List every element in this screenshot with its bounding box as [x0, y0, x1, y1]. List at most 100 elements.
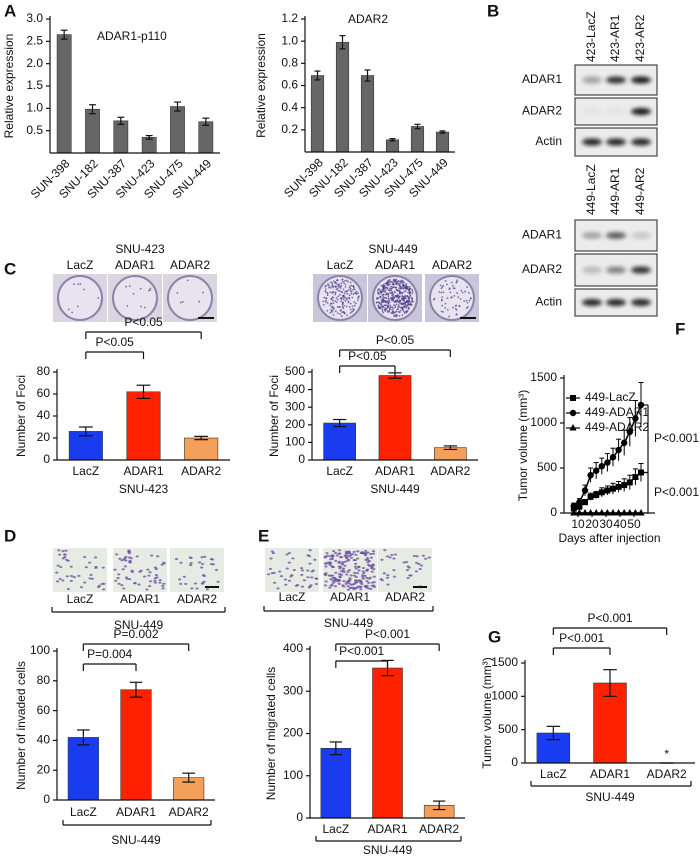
cell	[393, 553, 398, 556]
colony-label: ADAR1	[375, 258, 415, 272]
colony	[336, 312, 339, 315]
cell	[331, 581, 335, 584]
cell	[418, 568, 422, 571]
cell	[344, 550, 349, 553]
cell	[369, 587, 373, 590]
colony	[393, 314, 395, 317]
colony	[448, 315, 450, 318]
colony	[350, 290, 353, 293]
colony	[391, 299, 394, 302]
cell	[128, 561, 132, 564]
cell-image	[378, 548, 432, 592]
colony	[377, 297, 380, 300]
cell	[406, 565, 410, 568]
cell	[328, 563, 332, 566]
marker	[632, 415, 639, 422]
colony	[406, 286, 409, 289]
y-tick-label: 80	[37, 673, 51, 687]
colony	[332, 309, 335, 311]
cell	[90, 577, 94, 580]
cell	[338, 567, 342, 570]
cell	[308, 549, 312, 552]
colony	[341, 280, 344, 283]
colony	[334, 293, 336, 296]
colony	[332, 296, 335, 299]
colony	[326, 309, 329, 312]
cell	[137, 583, 141, 586]
y-axis-label: Relative expression	[2, 34, 16, 139]
y-tick-label: 400	[285, 382, 305, 396]
cell	[324, 580, 328, 583]
colony	[386, 308, 388, 310]
colony	[400, 279, 403, 282]
colony	[456, 292, 459, 294]
cell	[182, 575, 187, 578]
cell	[421, 554, 425, 557]
cell	[344, 554, 348, 557]
significance-label: P<0.001	[654, 431, 699, 445]
cell	[408, 574, 412, 577]
cell	[279, 575, 284, 578]
colony	[465, 307, 468, 309]
colony	[349, 302, 352, 305]
colony	[377, 291, 380, 294]
colony	[398, 315, 401, 317]
cell	[348, 578, 352, 581]
marker	[587, 493, 594, 500]
cell	[55, 571, 59, 574]
cell	[88, 561, 92, 564]
y-tick-label: 1500	[491, 655, 518, 669]
cell	[339, 556, 343, 559]
cell	[55, 580, 60, 583]
cell	[372, 568, 376, 571]
colony	[340, 282, 343, 285]
colony	[344, 279, 346, 282]
colony	[332, 290, 335, 293]
colony	[466, 301, 469, 304]
colony	[404, 290, 407, 292]
cell	[69, 579, 73, 582]
cell	[150, 554, 154, 557]
legend-marker	[569, 409, 577, 417]
cell	[267, 573, 271, 576]
cell	[146, 568, 150, 571]
colony	[401, 302, 404, 305]
colony	[442, 310, 445, 313]
colony	[401, 299, 404, 302]
colony	[332, 286, 335, 289]
colony	[384, 288, 387, 291]
colony	[396, 308, 399, 311]
marker	[637, 509, 645, 516]
colony	[466, 286, 469, 289]
cell	[349, 583, 353, 586]
error-bar	[174, 101, 181, 112]
significance-label: P<0.05	[124, 315, 163, 329]
cell	[115, 553, 119, 556]
error-bar	[546, 725, 561, 741]
bar	[323, 422, 357, 461]
colony	[401, 297, 403, 300]
cell	[324, 573, 328, 576]
colony	[384, 309, 387, 312]
x-tick-label: ADAR2	[647, 767, 687, 781]
cell	[355, 572, 360, 575]
colony	[442, 291, 445, 294]
cell	[272, 581, 277, 584]
colony	[392, 307, 395, 310]
cell	[289, 575, 293, 578]
colony	[126, 305, 129, 307]
colony	[352, 286, 355, 289]
cell	[330, 574, 335, 577]
colony	[387, 281, 390, 284]
cell	[153, 581, 158, 584]
colony	[329, 281, 332, 284]
marker	[582, 499, 588, 506]
colony	[382, 311, 385, 314]
cell	[354, 581, 358, 584]
legend-label: 449-ADAR2	[585, 420, 649, 434]
marker	[581, 487, 589, 494]
colony	[149, 287, 152, 290]
colony	[381, 294, 384, 297]
error-bar	[89, 104, 96, 115]
y-tick-label: 0	[511, 755, 518, 769]
